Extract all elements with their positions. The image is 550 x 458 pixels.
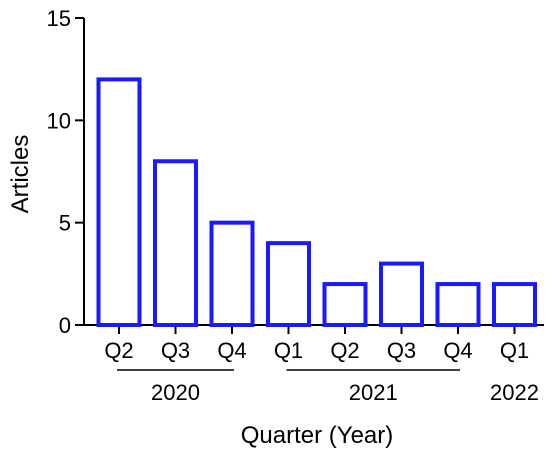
x-axis-title: Quarter (Year)	[241, 422, 394, 449]
category-label: Q4	[217, 338, 246, 363]
year-group-label: 2021	[349, 380, 398, 405]
bar	[96, 77, 142, 328]
category-label: Q4	[443, 338, 472, 363]
category-label: Q2	[104, 338, 133, 363]
bar	[322, 282, 368, 328]
category-label: Q1	[274, 338, 303, 363]
bar	[266, 241, 311, 327]
y-tick-label: 15	[47, 6, 71, 31]
bar	[379, 261, 424, 328]
category-labels: Q2 Q3 Q4 Q1 Q2 Q3 Q4 Q1	[104, 338, 529, 363]
year-group-labels: 2020 2021 2022	[117, 369, 539, 405]
bar	[492, 282, 537, 328]
bar	[153, 159, 198, 327]
category-label: Q2	[330, 338, 359, 363]
y-axis: 0 5 10 15	[47, 6, 85, 338]
y-tick-label: 5	[59, 211, 71, 236]
y-tick-label: 0	[59, 313, 71, 338]
y-tick-label: 10	[47, 108, 71, 133]
year-group-label: 2022	[490, 380, 539, 405]
category-label: Q1	[500, 338, 529, 363]
category-label: Q3	[387, 338, 416, 363]
category-label: Q3	[161, 338, 190, 363]
bar	[435, 282, 481, 328]
y-axis-title: Articles	[7, 135, 34, 214]
year-group-label: 2020	[151, 380, 200, 405]
bar	[209, 220, 255, 328]
bars	[96, 77, 537, 328]
